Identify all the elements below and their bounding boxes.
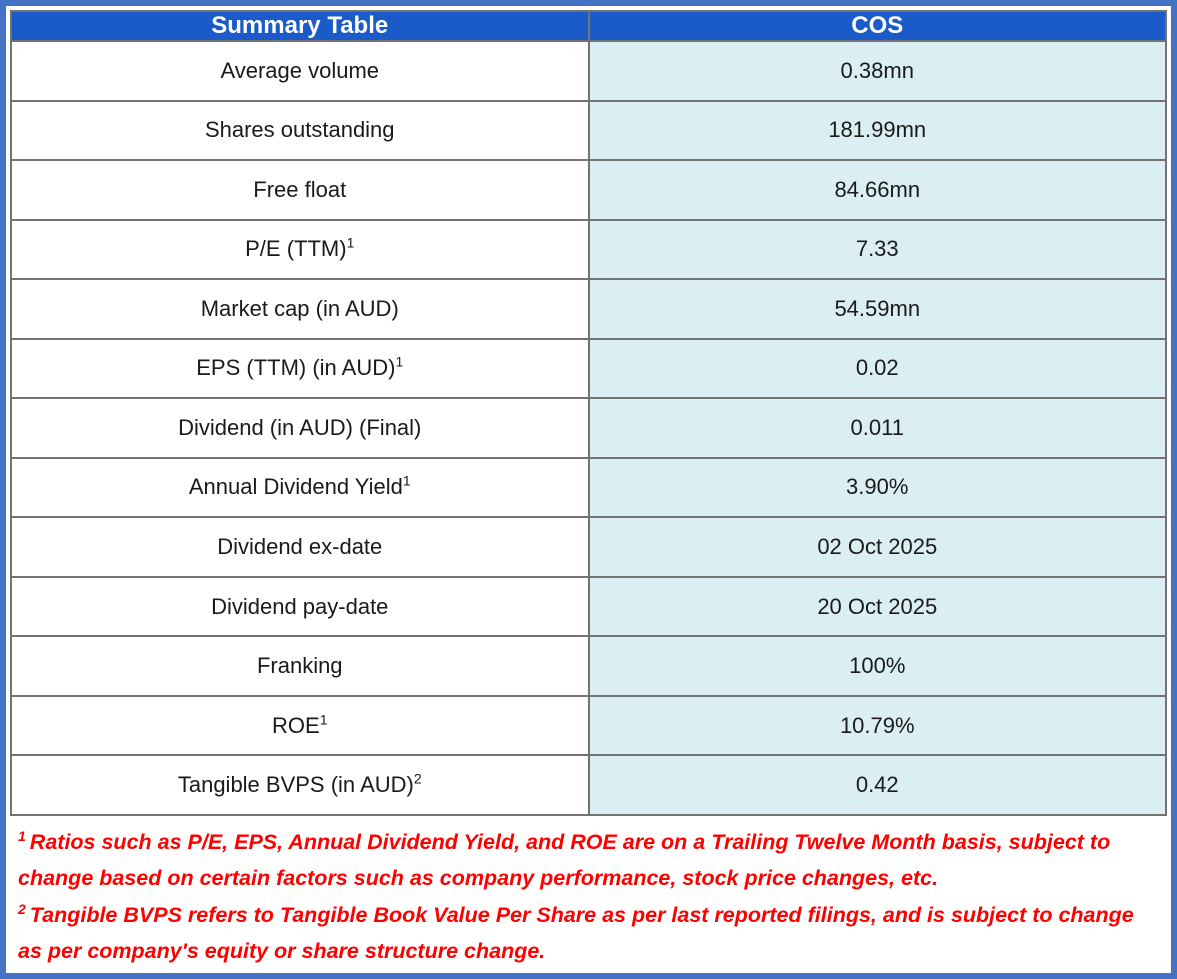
row-label-cell: Average volume [10,40,590,102]
row-value-cell: 0.42 [587,754,1167,816]
row-value-cell: 54.59mn [587,278,1167,340]
row-value-cell: 100% [587,635,1167,697]
row-footnote-marker: 2 [413,770,422,787]
row-label-cell: EPS (TTM) (in AUD)1 [10,337,590,400]
row-label-cell: Annual Dividend Yield1 [10,456,590,519]
row-label-cell: Dividend ex-date [10,516,590,578]
footnote-text: Tangible BVPS refers to Tangible Book Va… [18,903,1134,963]
row-footnote-marker: 1 [319,711,328,728]
table-row: Franking 100% [10,635,1167,697]
header-cell-summary-table: Summary Table [10,10,590,42]
table-row: Tangible BVPS (in AUD)2 0.42 [10,754,1167,816]
row-value-cell: 10.79% [587,694,1167,757]
row-label: Dividend ex-date [217,534,383,560]
footnote-text: Ratios such as P/E, EPS, Annual Dividend… [18,830,1111,890]
row-footnote-marker: 1 [346,235,355,252]
row-label: P/E (TTM) [245,236,347,262]
table-row: Dividend (in AUD) (Final) 0.011 [10,397,1167,459]
footnote: 1 Ratios such as P/E, EPS, Annual Dividen… [18,824,1159,896]
row-value-cell: 0.011 [587,397,1167,459]
row-label: Shares outstanding [204,117,395,143]
row-label: Tangible BVPS (in AUD) [177,772,414,798]
row-label: Free float [253,176,347,202]
header-cell-cos: COS [587,10,1167,42]
table-row: Dividend ex-date 02 Oct 2025 [10,516,1167,578]
footnote-marker: 2 [18,900,26,917]
row-label-cell: Dividend (in AUD) (Final) [10,397,590,459]
footnote-marker: 1 [18,827,26,844]
row-value-cell: 20 Oct 2025 [587,575,1167,638]
row-label-cell: Dividend pay-date [10,575,590,638]
footnotes: 1 Ratios such as P/E, EPS, Annual Dividen… [10,816,1167,969]
summary-table-header: Summary Table COS [10,10,1167,42]
row-value-cell: 0.38mn [587,40,1167,102]
table-row: Annual Dividend Yield1 3.90% [10,456,1167,519]
row-label-cell: P/E (TTM)1 [10,218,590,281]
summary-table-body: Average volume 0.38mn Shares outstanding… [10,40,1167,816]
row-value-cell: 181.99mn [587,99,1167,162]
table-row: Dividend pay-date 20 Oct 2025 [10,575,1167,638]
row-footnote-marker: 1 [402,473,411,490]
row-label: ROE [272,712,320,738]
row-value-cell: 84.66mn [587,159,1167,221]
table-row: P/E (TTM)1 7.33 [10,218,1167,281]
row-label: Annual Dividend Yield [188,474,403,500]
row-value-cell: 3.90% [587,456,1167,519]
row-label: Average volume [220,57,380,83]
row-value-cell: 0.02 [587,337,1167,400]
table-row: Shares outstanding 181.99mn [10,99,1167,162]
header-row: Summary Table COS [10,10,1167,42]
row-label-cell: Market cap (in AUD) [10,278,590,340]
table-row: EPS (TTM) (in AUD)1 0.02 [10,337,1167,400]
table-row: ROE1 10.79% [10,694,1167,757]
row-label-cell: Tangible BVPS (in AUD)2 [10,754,590,816]
footnote: 2 Tangible BVPS refers to Tangible Book V… [18,897,1159,969]
row-label-cell: Shares outstanding [10,99,590,162]
row-label: Franking [256,653,343,679]
row-label: Dividend pay-date [211,593,389,619]
row-value-cell: 02 Oct 2025 [587,516,1167,578]
table-row: Market cap (in AUD) 54.59mn [10,278,1167,340]
row-value-cell: 7.33 [587,218,1167,281]
row-label: EPS (TTM) (in AUD) [196,355,396,381]
row-label-cell: ROE1 [10,694,590,757]
row-label-cell: Free float [10,159,590,221]
row-label: Market cap (in AUD) [200,295,399,321]
table-row: Free float 84.66mn [10,159,1167,221]
row-footnote-marker: 1 [395,354,404,371]
summary-table: Summary Table COS Average volume 0.38mn … [10,10,1167,816]
row-label-cell: Franking [10,635,590,697]
table-row: Average volume 0.38mn [10,40,1167,102]
row-label: Dividend (in AUD) (Final) [178,414,422,440]
